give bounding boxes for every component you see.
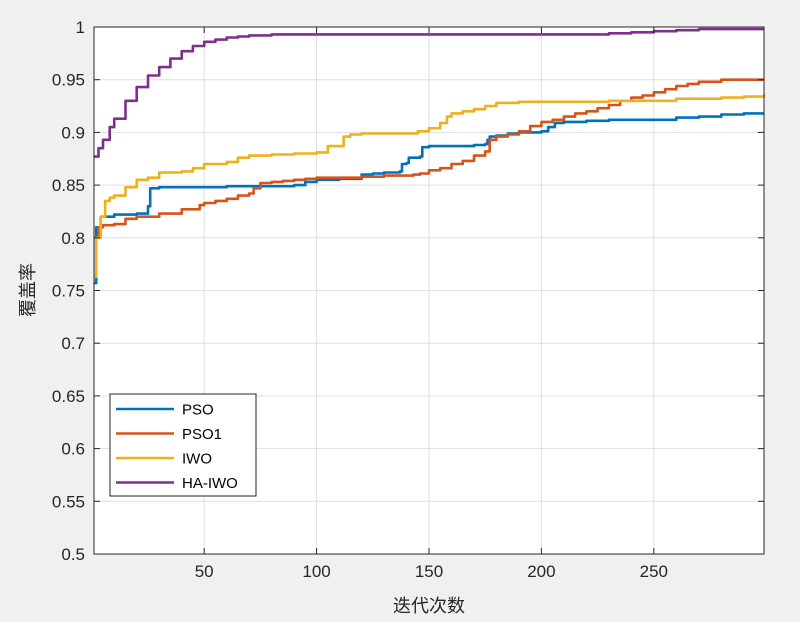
- legend-label-iwo: IWO: [182, 451, 212, 468]
- y-tick-label: 0.55: [52, 492, 85, 511]
- y-tick-label: 0.95: [52, 71, 85, 90]
- y-tick-label: 0.75: [52, 282, 85, 301]
- y-tick-label: 0.8: [61, 229, 85, 248]
- legend-label-pso: PSO: [182, 402, 214, 419]
- y-tick-label: 0.6: [61, 440, 85, 459]
- y-tick-label: 0.65: [52, 387, 85, 406]
- x-axis-label: 迭代次数: [393, 596, 465, 617]
- y-tick-label: 0.7: [61, 334, 85, 353]
- legend-label-ha-iwo: HA-IWO: [182, 475, 238, 492]
- ticks: 50 100 150 200 250 0.5 0.55 0.6 0.65 0.7 0.75 0.8 0.…: [52, 18, 764, 581]
- y-tick-label: 0.5: [61, 545, 85, 564]
- series-line-iwo: [94, 94, 766, 279]
- series-line-pso: [94, 112, 764, 285]
- x-tick-label: 200: [527, 562, 555, 581]
- legend-label-pso1: PSO1: [182, 426, 222, 443]
- x-tick-label: 250: [640, 562, 668, 581]
- y-tick-label: 0.85: [52, 176, 85, 195]
- x-tick-label: 150: [415, 562, 443, 581]
- x-tick-label: 50: [195, 562, 214, 581]
- y-tick-label: 0.9: [61, 123, 85, 142]
- x-tick-label: 100: [302, 562, 330, 581]
- y-axis-label: 覆盖率: [18, 263, 39, 317]
- series-line-ha-iwo: [94, 27, 764, 158]
- series-lines: [94, 27, 766, 285]
- y-tick-label: 1: [76, 18, 85, 37]
- legend-box: [109, 393, 257, 497]
- legend: PSO PSO1 IWO HA-IWO: [109, 393, 257, 497]
